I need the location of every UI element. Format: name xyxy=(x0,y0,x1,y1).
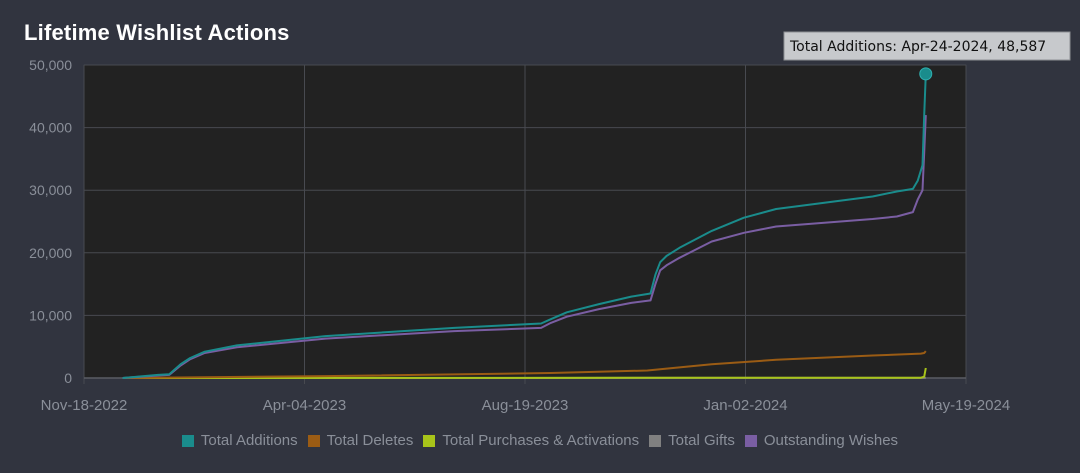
legend-swatch xyxy=(744,434,757,447)
series-line-total-additions[interactable] xyxy=(122,73,927,379)
legend-label: Outstanding Wishes xyxy=(763,432,899,449)
y-tick-label: 50,000 xyxy=(29,57,72,73)
series-line-outstanding-wishes[interactable] xyxy=(122,115,927,379)
y-tick-label: 20,000 xyxy=(29,245,72,261)
legend-swatch xyxy=(649,434,662,447)
x-tick-label: Nov-18-2022 xyxy=(41,397,128,414)
legend-item[interactable]: Total Additions xyxy=(181,432,298,449)
y-tick-label: 0 xyxy=(64,370,72,386)
tooltip-box xyxy=(783,31,1071,61)
legend-label: Total Deletes xyxy=(326,432,414,449)
legend-label: Total Gifts xyxy=(668,432,735,449)
series-line-total-purchases-activations[interactable] xyxy=(122,367,927,379)
legend-item[interactable]: Total Deletes xyxy=(307,432,414,449)
legend-swatch xyxy=(181,434,194,447)
legend-label: Total Purchases & Activations xyxy=(442,432,640,449)
x-tick-label: May-19-2024 xyxy=(922,397,1010,414)
legend-item[interactable]: Total Gifts xyxy=(649,432,735,449)
chart-title: Lifetime Wishlist Actions xyxy=(24,20,290,45)
tooltip-text: Total Additions: Apr-24-2024, 48,587 xyxy=(789,39,1046,55)
x-tick-label: Apr-04-2023 xyxy=(263,397,346,414)
legend-item[interactable]: Total Purchases & Activations xyxy=(423,432,639,449)
legend-swatch xyxy=(307,434,320,447)
legend-item[interactable]: Outstanding Wishes xyxy=(744,432,899,449)
chart-legend: Total Additions Total Deletes Total Purcha… xyxy=(0,432,1080,449)
x-tick-label: Jan-02-2024 xyxy=(703,397,787,414)
y-tick-label: 30,000 xyxy=(29,182,72,198)
legend-label: Total Additions xyxy=(200,432,298,449)
highlight-point[interactable] xyxy=(919,67,933,81)
series-line-total-deletes[interactable] xyxy=(122,350,927,379)
x-tick-label: Aug-19-2023 xyxy=(482,397,569,414)
y-tick-label: 40,000 xyxy=(29,120,72,136)
legend-swatch xyxy=(423,434,436,447)
y-tick-label: 10,000 xyxy=(29,307,72,323)
